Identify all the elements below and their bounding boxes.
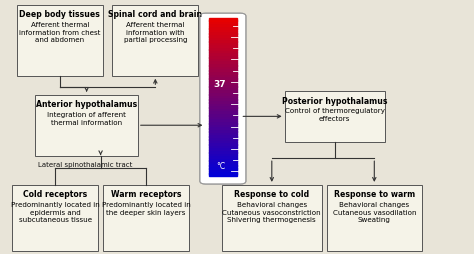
Bar bbox=[209, 105, 237, 108]
Bar bbox=[209, 137, 237, 140]
FancyBboxPatch shape bbox=[222, 185, 322, 251]
FancyBboxPatch shape bbox=[284, 92, 385, 142]
Text: Posterior hypothalamus: Posterior hypothalamus bbox=[282, 96, 387, 105]
Text: Afferent thermal
information with
partial processing: Afferent thermal information with partia… bbox=[124, 22, 187, 43]
Bar bbox=[209, 34, 237, 37]
Text: Behavioral changes
Cutaneous vasoconstriction
Shivering thermogenesis: Behavioral changes Cutaneous vasoconstri… bbox=[222, 201, 321, 222]
Bar bbox=[209, 21, 237, 24]
Text: Predominantly located in
epidermis and
subcutaneous tissue: Predominantly located in epidermis and s… bbox=[11, 201, 100, 222]
Bar bbox=[209, 74, 237, 77]
FancyBboxPatch shape bbox=[36, 96, 138, 156]
Bar bbox=[209, 55, 237, 58]
Text: Spinal cord and brain: Spinal cord and brain bbox=[109, 10, 202, 19]
Text: Afferent thermal
information from chest
and abdomen: Afferent thermal information from chest … bbox=[19, 22, 100, 43]
Bar bbox=[209, 121, 237, 124]
Bar bbox=[209, 174, 237, 177]
Bar bbox=[209, 19, 237, 22]
Bar bbox=[209, 134, 237, 137]
Bar bbox=[209, 142, 237, 145]
Bar bbox=[209, 161, 237, 164]
Bar bbox=[209, 155, 237, 158]
Bar bbox=[209, 139, 237, 142]
Bar bbox=[209, 69, 237, 72]
Text: Integration of afferent
thermal information: Integration of afferent thermal informat… bbox=[47, 112, 126, 125]
Text: Response to warm: Response to warm bbox=[334, 190, 415, 199]
Bar bbox=[209, 63, 237, 66]
Text: °C: °C bbox=[217, 162, 226, 170]
Bar bbox=[209, 116, 237, 119]
Bar bbox=[209, 58, 237, 61]
Bar bbox=[209, 163, 237, 166]
Bar bbox=[209, 147, 237, 150]
Bar bbox=[209, 45, 237, 48]
FancyBboxPatch shape bbox=[12, 185, 98, 251]
Bar bbox=[209, 108, 237, 111]
Text: Response to cold: Response to cold bbox=[234, 190, 310, 199]
Bar bbox=[209, 113, 237, 116]
FancyBboxPatch shape bbox=[112, 6, 199, 76]
Bar bbox=[209, 87, 237, 90]
Bar bbox=[209, 132, 237, 135]
Bar bbox=[209, 124, 237, 127]
Bar bbox=[209, 118, 237, 122]
Bar bbox=[209, 37, 237, 40]
Text: Warm receptors: Warm receptors bbox=[111, 190, 181, 199]
Bar bbox=[209, 26, 237, 29]
Bar bbox=[209, 166, 237, 169]
Bar bbox=[209, 168, 237, 171]
Bar bbox=[209, 50, 237, 53]
Bar bbox=[209, 153, 237, 156]
Bar bbox=[209, 66, 237, 69]
FancyBboxPatch shape bbox=[327, 185, 422, 251]
Bar bbox=[209, 126, 237, 130]
Bar bbox=[209, 150, 237, 153]
FancyBboxPatch shape bbox=[103, 185, 189, 251]
Bar bbox=[209, 103, 237, 106]
Text: Anterior hypothalamus: Anterior hypothalamus bbox=[36, 100, 137, 109]
Bar bbox=[209, 171, 237, 174]
FancyBboxPatch shape bbox=[17, 6, 103, 76]
Bar bbox=[209, 95, 237, 98]
Bar bbox=[209, 42, 237, 45]
Bar bbox=[209, 129, 237, 132]
Bar bbox=[209, 71, 237, 74]
Text: Cold receptors: Cold receptors bbox=[23, 190, 87, 199]
Bar bbox=[209, 90, 237, 93]
Bar bbox=[209, 98, 237, 101]
Bar bbox=[209, 82, 237, 85]
Bar bbox=[209, 84, 237, 87]
Text: Predominantly located in
the deeper skin layers: Predominantly located in the deeper skin… bbox=[101, 201, 191, 215]
Bar bbox=[209, 100, 237, 103]
Bar bbox=[209, 79, 237, 82]
Bar bbox=[209, 92, 237, 95]
Bar bbox=[209, 40, 237, 43]
Bar bbox=[209, 110, 237, 114]
Bar bbox=[209, 32, 237, 35]
Bar bbox=[209, 24, 237, 27]
Bar bbox=[209, 61, 237, 64]
Bar bbox=[209, 145, 237, 148]
Text: 37: 37 bbox=[214, 79, 227, 88]
Text: Lateral spinothalamic tract: Lateral spinothalamic tract bbox=[38, 162, 132, 167]
Bar bbox=[209, 29, 237, 32]
FancyBboxPatch shape bbox=[200, 14, 246, 184]
Text: Deep body tissues: Deep body tissues bbox=[19, 10, 100, 19]
Text: Behavioral changes
Cutaneous vasodilation
Sweating: Behavioral changes Cutaneous vasodilatio… bbox=[333, 201, 416, 222]
Bar bbox=[209, 158, 237, 161]
Bar bbox=[209, 76, 237, 80]
Text: Control of thermoregulatory
effectors: Control of thermoregulatory effectors bbox=[285, 108, 385, 121]
Bar bbox=[209, 47, 237, 51]
Bar bbox=[209, 53, 237, 56]
